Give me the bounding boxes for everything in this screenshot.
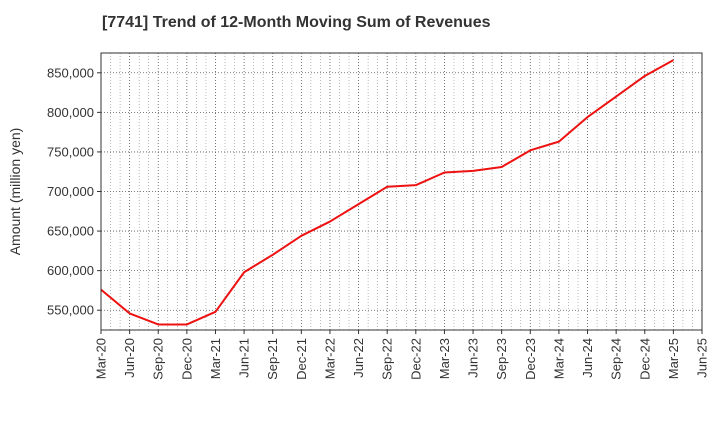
x-axis-ticks: Mar-20 Jun-20 Sep-20 Dec-20 Mar-21 Jun-21 Sep-… xyxy=(94,330,710,380)
x-tick-label: Dec-21 xyxy=(294,338,309,380)
x-tick-label: Mar-20 xyxy=(94,338,109,379)
x-tick-label: Mar-22 xyxy=(322,338,337,379)
x-tick-label: Jun-23 xyxy=(466,338,481,378)
x-tick-label: Dec-22 xyxy=(408,338,423,380)
x-tick-label: Dec-23 xyxy=(523,338,538,380)
x-tick-label: Dec-24 xyxy=(637,338,652,380)
y-tick-label: 750,000 xyxy=(47,144,94,159)
x-tick-label: Jun-20 xyxy=(122,338,137,378)
x-tick-label: Jun-22 xyxy=(351,338,366,378)
x-tick-label: Sep-20 xyxy=(151,338,166,380)
x-tick-label: Mar-21 xyxy=(208,338,223,379)
grid xyxy=(101,53,702,330)
y-tick-label: 850,000 xyxy=(47,65,94,80)
y-tick-label: 800,000 xyxy=(47,105,94,120)
x-tick-label: Sep-22 xyxy=(380,338,395,380)
series-line xyxy=(100,59,674,326)
x-tick-label: Jun-21 xyxy=(237,338,252,378)
plot-frame xyxy=(100,52,703,331)
x-tick-label: Dec-20 xyxy=(179,338,194,380)
y-tick-label: 650,000 xyxy=(47,224,94,239)
x-tick-label: Sep-23 xyxy=(494,338,509,380)
x-tick-label: Mar-24 xyxy=(551,338,566,379)
x-tick-label: Mar-25 xyxy=(666,338,681,379)
x-tick-label: Mar-23 xyxy=(437,338,452,379)
x-tick-label: Sep-24 xyxy=(609,338,624,380)
y-axis-label: Amount (million yen) xyxy=(7,128,23,256)
x-tick-label: Jun-24 xyxy=(580,338,595,378)
y-tick-label: 700,000 xyxy=(47,184,94,199)
series-layer xyxy=(100,59,674,326)
y-tick-label: 600,000 xyxy=(47,263,94,278)
x-tick-label: Jun-25 xyxy=(695,338,710,378)
y-tick-label: 550,000 xyxy=(47,303,94,318)
chart-title: [7741] Trend of 12-Month Moving Sum of R… xyxy=(102,14,491,31)
y-axis-ticks: 550,000 600,000 650,000 700,000 750,000 800,0… xyxy=(47,65,101,318)
x-tick-label: Sep-21 xyxy=(265,338,280,380)
